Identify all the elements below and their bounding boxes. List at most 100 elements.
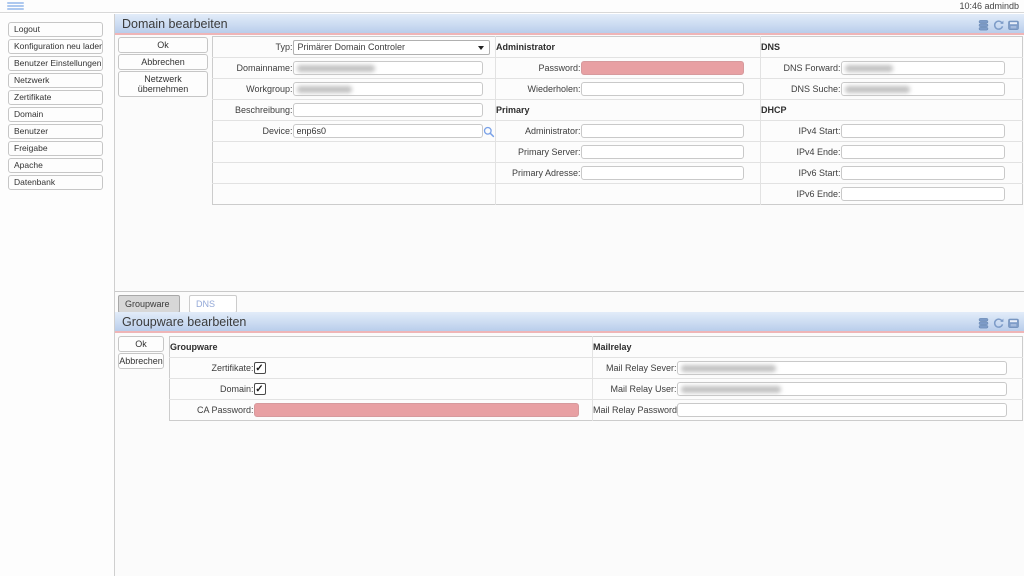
ipv6-ende-input[interactable]: [840, 187, 1005, 201]
section-dns: DNS: [760, 36, 1023, 58]
table-row: Groupware Mailrelay: [169, 336, 1023, 358]
redacted-value: [680, 364, 776, 372]
redacted-value: [296, 85, 352, 93]
domain-panel-body: Ok Abbrechen Netzwerk übernehmen Typ: Pr…: [115, 35, 1024, 292]
sidebar-item-zertifikate[interactable]: Zertifikate: [8, 90, 103, 105]
ipv6-start-input[interactable]: [840, 166, 1005, 180]
workgroup-input[interactable]: [292, 82, 483, 96]
section-administrator: Administrator: [494, 36, 761, 58]
password-label: Password:: [495, 57, 581, 79]
save-icon[interactable]: [1008, 18, 1019, 30]
zertifikate-checkbox[interactable]: ✓: [253, 362, 266, 374]
dns-suche-label: DNS Suche:: [760, 78, 841, 100]
save-icon[interactable]: [1008, 316, 1019, 328]
dns-suche-input[interactable]: [840, 82, 1005, 96]
redacted-value: [296, 64, 375, 72]
domainname-input[interactable]: [292, 61, 483, 75]
mail-relay-user-label: Mail Relay User:: [592, 378, 677, 400]
pink-accent-line: [115, 33, 1024, 35]
domain-checkbox[interactable]: ✓: [253, 383, 266, 395]
panel-tabs: Groupware DNS: [115, 292, 1024, 313]
domain-panel-title: Domain bearbeiten: [122, 16, 228, 31]
redacted-value: [680, 385, 781, 393]
mail-relay-password-input[interactable]: [676, 403, 1007, 417]
table-row: CA Password: Mail Relay Password:: [170, 399, 1023, 421]
tab-dns[interactable]: DNS: [188, 295, 237, 313]
mail-relay-password-label: Mail Relay Password:: [592, 399, 677, 421]
ipv6-start-label: IPv6 Start:: [760, 162, 841, 184]
groupware-form-table: Groupware Mailrelay Zertifikate: ✓ Mail …: [169, 336, 1024, 421]
password-input[interactable]: [580, 61, 744, 75]
table-row: Domainname: Password: DNS Forward:: [212, 57, 1023, 79]
ipv4-start-label: IPv4 Start:: [760, 120, 841, 142]
typ-select[interactable]: Primärer Domain Controler: [292, 39, 490, 55]
administrator-input[interactable]: [580, 124, 744, 138]
device-input[interactable]: [292, 124, 483, 138]
table-row: Primary Adresse: IPv6 Start:: [212, 162, 1023, 184]
mail-relay-user-input[interactable]: [676, 382, 1007, 396]
beschreibung-label: Beschreibung:: [212, 99, 293, 121]
ipv4-ende-input[interactable]: [840, 145, 1005, 159]
primary-server-label: Primary Server:: [495, 141, 581, 163]
table-row: Typ: Primärer Domain Controler Administr…: [212, 36, 1023, 58]
cancel-button[interactable]: Abbrechen: [118, 54, 208, 70]
groupware-form-buttons: Ok Abbrechen: [118, 336, 164, 370]
sidebar-nav: Logout Konfiguration neu laden Benutzer …: [0, 14, 115, 576]
ipv4-start-input[interactable]: [840, 124, 1005, 138]
apply-network-button[interactable]: Netzwerk übernehmen: [118, 71, 208, 97]
wiederholen-input[interactable]: [580, 82, 744, 96]
database-icon[interactable]: [978, 316, 989, 329]
ca-password-input[interactable]: [253, 403, 579, 417]
refresh-icon[interactable]: [993, 18, 1004, 30]
table-row: Zertifikate: ✓ Mail Relay Sever:: [169, 357, 1023, 379]
refresh-icon[interactable]: [993, 316, 1004, 328]
search-icon[interactable]: [483, 126, 495, 140]
typ-label: Typ:: [212, 36, 293, 58]
tab-groupware[interactable]: Groupware: [118, 295, 180, 313]
table-row: Domain: ✓ Mail Relay User:: [169, 378, 1023, 400]
sidebar-item-freigabe[interactable]: Freigabe: [8, 141, 103, 156]
ok-button[interactable]: Ok: [118, 336, 164, 352]
redacted-value: [844, 85, 910, 93]
table-row: Device: Administrator: IPv4 Start:: [212, 120, 1023, 142]
sidebar-item-benutzer-einstellungen[interactable]: Benutzer Einstellungen: [8, 56, 103, 71]
dropdown-arrow-icon: [477, 45, 484, 50]
panel-header-actions: [978, 316, 1019, 329]
sidebar-item-domain[interactable]: Domain: [8, 107, 103, 122]
wiederholen-label: Wiederholen:: [495, 78, 581, 100]
sidebar-item-netzwerk[interactable]: Netzwerk: [8, 73, 103, 88]
table-row: Workgroup: Wiederholen: DNS Suche:: [212, 78, 1023, 100]
database-icon[interactable]: [978, 18, 989, 31]
domain-form-buttons: Ok Abbrechen Netzwerk übernehmen: [118, 37, 208, 98]
dns-forward-input[interactable]: [840, 61, 1005, 75]
domainname-label: Domainname:: [212, 57, 293, 79]
clock-user-status: 10:46 admindb: [959, 1, 1019, 11]
table-row: Beschreibung: Primary DHCP: [212, 99, 1023, 121]
main-content: Domain bearbeiten: [115, 14, 1024, 576]
cancel-button[interactable]: Abbrechen: [118, 353, 164, 369]
primary-server-input[interactable]: [580, 145, 744, 159]
redacted-value: [844, 64, 893, 72]
sidebar-item-datenbank[interactable]: Datenbank: [8, 175, 103, 190]
sidebar-item-apache[interactable]: Apache: [8, 158, 103, 173]
groupware-panel-body: Ok Abbrechen Groupware Mailrelay Zertifi…: [115, 333, 1024, 572]
domain-checkbox-label: Domain:: [169, 378, 254, 400]
table-row: Primary Server: IPv4 Ende:: [212, 141, 1023, 163]
table-row: IPv6 Ende:: [213, 183, 1023, 205]
mail-relay-server-label: Mail Relay Sever:: [592, 357, 677, 379]
panel-header-actions: [978, 18, 1019, 31]
ca-password-label: CA Password:: [196, 405, 254, 415]
primary-adresse-label: Primary Adresse:: [495, 162, 581, 184]
device-label: Device:: [212, 120, 293, 142]
ok-button[interactable]: Ok: [118, 37, 208, 53]
sidebar-item-logout[interactable]: Logout: [8, 22, 103, 37]
hamburger-icon[interactable]: [7, 2, 24, 12]
domain-form-table: Typ: Primärer Domain Controler Administr…: [212, 36, 1024, 205]
mail-relay-server-input[interactable]: [676, 361, 1007, 375]
primary-adresse-input[interactable]: [580, 166, 744, 180]
groupware-panel-header: Groupware bearbeiten: [115, 312, 1024, 331]
sidebar-item-benutzer[interactable]: Benutzer: [8, 124, 103, 139]
beschreibung-input[interactable]: [292, 103, 483, 117]
domain-panel-header: Domain bearbeiten: [115, 14, 1024, 33]
sidebar-item-konfiguration-neu-laden[interactable]: Konfiguration neu laden: [8, 39, 103, 54]
